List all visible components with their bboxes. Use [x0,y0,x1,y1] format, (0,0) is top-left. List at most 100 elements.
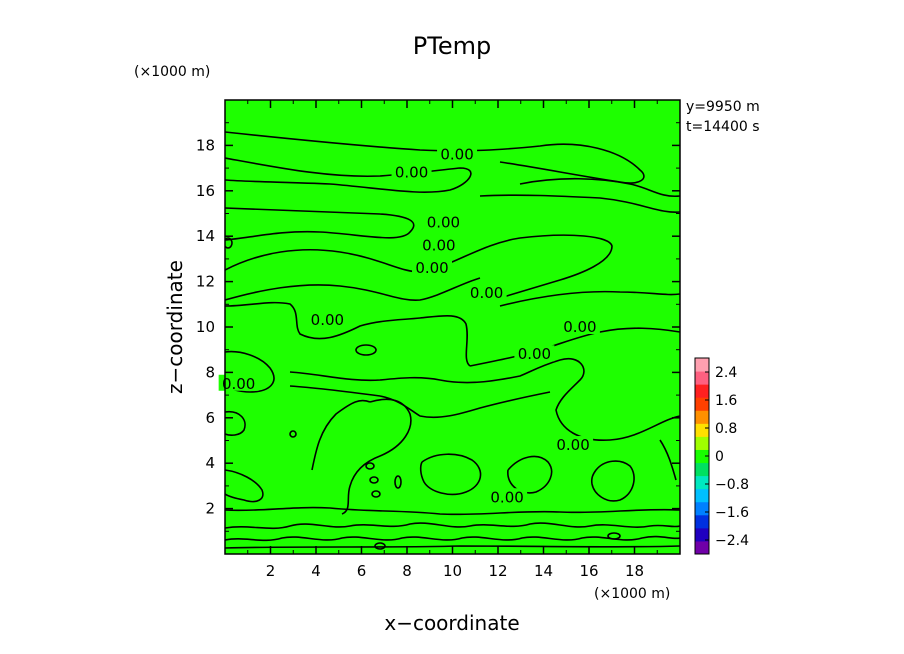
contour-label-bg [412,258,453,275]
contour-line [225,469,264,503]
x-tick-label: 18 [625,562,644,580]
contour-line [225,207,415,241]
x-axis-label: x−coordinate [384,611,519,635]
colorbar-segment [695,527,709,542]
contour-label-bg [487,488,528,505]
y-tick-label: 8 [205,363,215,381]
x-tick-label: 8 [402,562,412,580]
y-axis-label: z−coordinate [163,260,187,394]
contour-label: 0.00 [395,164,428,182]
colorbar-segment [695,410,709,424]
contour-line [225,535,680,542]
colorbar-tick-label: −1.6 [715,505,749,521]
y-tick-label: 18 [196,136,215,154]
colorbar-tick-label: 0.8 [715,421,737,437]
contour-label-bg [418,236,459,253]
colorbar-segment [695,488,709,503]
y-axis-ticks: 2 4 6 8 10 12 14 16 18 [196,122,680,532]
contour-line [225,410,246,436]
y-tick-label: 2 [205,500,215,518]
contour-label: 0.00 [415,259,448,277]
contour-line [225,234,613,299]
colorbar-segment [695,436,709,450]
contour-line [590,460,635,502]
y-axis-unit: (×1000 m) [134,64,210,80]
contour-line [499,290,680,307]
contour-label: 0.00 [563,318,596,336]
contour-line [289,385,551,419]
colorbar-tick-label: −2.4 [715,533,749,549]
contour-label-bg [466,283,507,300]
contour-line [419,453,482,496]
colorbar-tick-label: 2.4 [715,365,737,381]
colorbar-tick-label: −0.8 [715,477,749,493]
contour-line [659,439,677,481]
contour-line [225,545,680,549]
contour-label: 0.00 [518,345,551,363]
x-axis-ticks: 2 4 6 8 10 12 14 16 18 [247,100,658,580]
y-tick-label: 10 [196,318,215,336]
contour-line [225,157,472,193]
contour-line [607,532,621,540]
contour-line [311,399,371,471]
contour-line [225,237,233,249]
colorbar-segment [695,423,709,437]
colorbar-tick-label: 1.6 [715,393,737,409]
contour-label-bg [307,311,348,328]
x-tick-label: 4 [311,562,321,580]
x-tick-label: 14 [534,562,553,580]
contour-label: 0.00 [427,214,460,232]
contour-label-bg [218,374,259,391]
info-time: t=14400 s [686,119,760,135]
contour-label: 0.00 [556,436,589,454]
x-tick-label: 2 [266,562,276,580]
contour-label: 0.00 [222,375,255,393]
contour-line [394,475,402,489]
field-area [225,100,680,554]
colorbar-tick-label: 0 [715,449,724,465]
contour-line [365,462,375,470]
contour-line [469,327,680,367]
contour-label-bg [553,436,594,453]
colorbar-segment [695,384,709,398]
contour-label-bg [423,213,464,230]
info-y-position: y=9950 m [686,99,760,115]
contour-line [355,344,377,356]
contour-line [225,506,680,516]
y-tick-label: 14 [196,227,215,245]
contour-line [341,398,412,515]
contour-label-bg [514,345,555,362]
contour-label: 0.00 [470,284,503,302]
contour-label-bg [437,145,478,162]
y-tick-label: 16 [196,182,215,200]
x-tick-label: 6 [357,562,367,580]
contour-label: 0.00 [311,311,344,329]
contour-label-bg [391,163,432,180]
colorbar-segment [695,397,709,411]
contour-label: 0.00 [440,145,473,163]
contour-line [225,522,680,530]
colorbar-segment [695,371,709,385]
contour-line [479,194,680,214]
x-tick-label: 16 [579,562,598,580]
colorbar-segment [695,449,709,464]
contour-line [519,177,680,198]
colorbar-segment [695,475,709,490]
contour-label: 0.00 [490,488,523,506]
colorbar-segment [695,462,709,477]
contour-label-bg [559,318,600,334]
contour-line [289,430,297,438]
colorbar-segment [695,540,709,555]
contour-line [369,476,379,484]
contour-line [225,277,481,302]
contour-labels: 0.00 0.00 0.00 0.00 0.00 0.00 0.00 0.00 0.00 0.00… [218,145,600,506]
colorbar: 2.4 1.6 0.8 0 −0.8 −1.6 −2.4 [694,357,749,555]
contour-line [225,301,471,367]
contour-label: 0.00 [422,236,455,254]
x-axis-unit: (×1000 m) [594,586,670,602]
x-tick-label: 10 [443,562,462,580]
contour-line [371,490,381,498]
colorbar-segment [695,358,709,372]
x-tick-label: 12 [488,562,507,580]
